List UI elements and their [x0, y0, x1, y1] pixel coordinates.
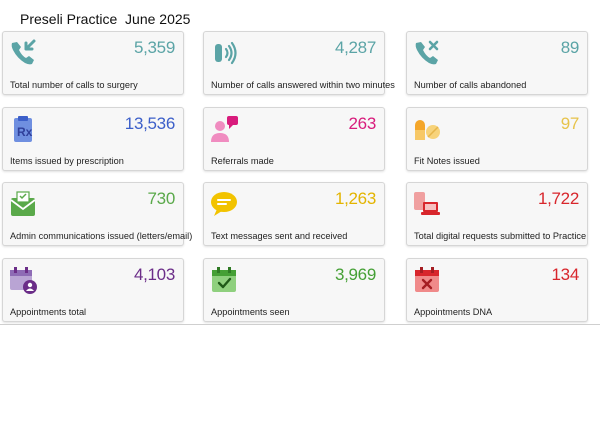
stat-label: Number of calls abandoned [414, 80, 527, 90]
page-title: Preseli Practice June 2025 [20, 11, 191, 27]
incoming-call-icon [8, 38, 38, 68]
stat-value: 89 [560, 38, 580, 57]
stat-label: Fit Notes issued [414, 156, 480, 166]
svg-text:Rx: Rx [17, 125, 33, 139]
stat-value: 730 [147, 189, 176, 208]
referral-icon [209, 114, 239, 144]
calendar-check-icon [209, 265, 239, 295]
stat-value: 4,103 [133, 265, 175, 284]
prescription-icon: Rx [8, 114, 38, 144]
stat-value: 3,969 [334, 265, 376, 284]
stat-label: Total number of calls to surgery [10, 80, 138, 90]
stat-value: 263 [348, 114, 377, 133]
card-appointments-total: 4,103 Appointments total [2, 258, 184, 322]
stat-value: 97 [560, 114, 580, 133]
card-referrals: 263 Referrals made [203, 107, 385, 171]
chat-bubble-icon [209, 189, 239, 219]
card-prescriptions: Rx 13,536 Items issued by prescription [2, 107, 184, 171]
stat-label: Admin communications issued (letters/ema… [10, 231, 193, 241]
card-digital-requests: 1,722 Total digital requests submitted t… [406, 182, 588, 246]
card-appointments-seen: 3,969 Appointments seen [203, 258, 385, 322]
stat-label: Number of calls answered within two minu… [211, 80, 395, 90]
pills-icon [412, 114, 442, 144]
card-calls-answered: 4,287 Number of calls answered within tw… [203, 31, 395, 95]
stat-label: Total digital requests submitted to Prac… [414, 231, 587, 241]
digital-devices-icon [412, 189, 442, 219]
divider [0, 324, 600, 325]
calendar-person-icon [8, 265, 38, 295]
card-appointments-dna: 134 Appointments DNA [406, 258, 588, 322]
card-text-messages: 1,263 Text messages sent and received [203, 182, 385, 246]
calendar-cross-icon [412, 265, 442, 295]
stat-label: Text messages sent and received [211, 231, 348, 241]
stat-value: 13,536 [124, 114, 176, 133]
stat-label: Items issued by prescription [10, 156, 124, 166]
stat-value: 1,722 [537, 189, 579, 208]
card-calls-total: 5,359 Total number of calls to surgery [2, 31, 184, 95]
card-admin-comms: 730 Admin communications issued (letters… [2, 182, 192, 246]
missed-call-icon [412, 38, 442, 68]
stat-label: Referrals made [211, 156, 274, 166]
card-calls-abandoned: 89 Number of calls abandoned [406, 31, 588, 95]
stat-value: 134 [551, 265, 580, 284]
stat-value: 5,359 [133, 38, 175, 57]
card-fit-notes: 97 Fit Notes issued [406, 107, 588, 171]
stats-grid: 5,359 Total number of calls to surgery 4… [0, 31, 600, 325]
ringing-phone-icon [209, 38, 239, 68]
mail-icon [8, 189, 38, 219]
stat-value: 4,287 [334, 38, 376, 57]
stat-label: Appointments total [10, 307, 87, 317]
stat-label: Appointments DNA [414, 307, 493, 317]
stat-label: Appointments seen [211, 307, 290, 317]
stat-value: 1,263 [334, 189, 376, 208]
